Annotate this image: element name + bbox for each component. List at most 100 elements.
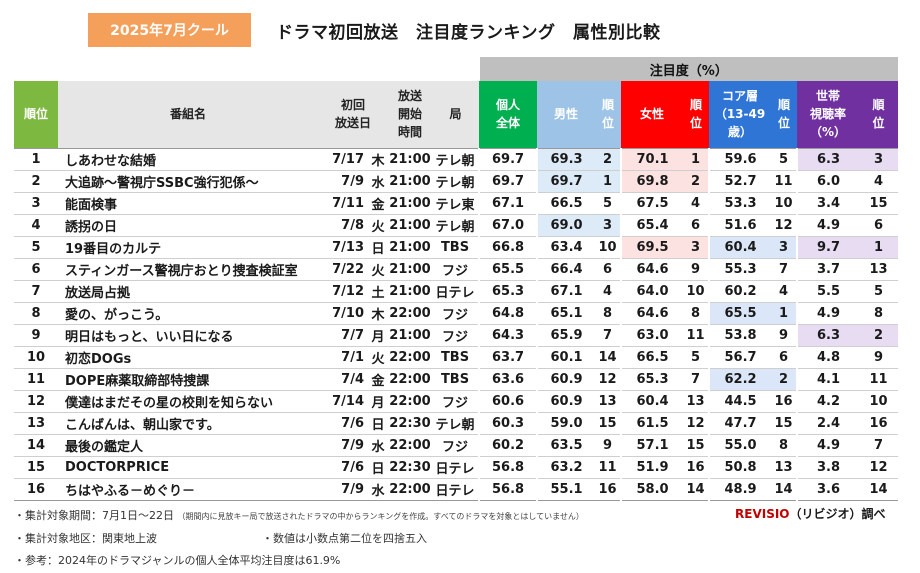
cell-male: 59.0 <box>536 412 596 435</box>
cell-male-rank: 6 <box>595 258 622 281</box>
cell-time: 21:00 <box>388 170 432 193</box>
cell-date: 7/8 <box>318 214 368 237</box>
cell-time: 22:30 <box>388 412 432 435</box>
cell-time: 21:00 <box>388 147 432 171</box>
cell-weekday: 日 <box>368 412 388 435</box>
note-period: ・集計対象期間：7月1日～22日 （期間内に見放キー局で放送されたドラマの中から… <box>14 509 584 522</box>
cell-male: 69.0 <box>536 214 596 237</box>
cell-station: テレ東 <box>432 192 480 215</box>
cell-weekday: 金 <box>368 368 388 391</box>
cell-date: 7/6 <box>318 412 368 435</box>
cell-individual: 64.3 <box>478 324 538 347</box>
cell-female-rank: 10 <box>683 280 710 303</box>
cell-female: 60.4 <box>620 390 684 413</box>
cell-core: 53.8 <box>708 324 772 347</box>
cell-weekday: 月 <box>368 324 388 347</box>
table-row: 13 こんばんは、朝山家です。 7/6 日 22:30 テレ朝 60.3 59.0 15 61.5… <box>14 412 899 435</box>
cell-household-rank: 1 <box>859 236 899 259</box>
cell-core-rank: 3 <box>771 236 798 259</box>
cell-household: 4.1 <box>796 368 860 391</box>
cell-female-rank: 15 <box>683 434 710 457</box>
cell-program: 最後の鑑定人 <box>58 434 318 457</box>
cell-station: 日テレ <box>432 456 480 479</box>
cell-female: 65.4 <box>620 214 684 237</box>
cell-core-rank: 8 <box>771 434 798 457</box>
brand-suffix: 調べ <box>861 507 886 521</box>
cell-household: 4.2 <box>796 390 860 413</box>
cell-household-rank: 14 <box>859 478 899 501</box>
cell-male-rank: 2 <box>595 147 622 171</box>
cell-male-rank: 16 <box>595 478 622 501</box>
cell-female-rank: 13 <box>683 390 710 413</box>
cell-core: 47.7 <box>708 412 772 435</box>
cell-date: 7/22 <box>318 258 368 281</box>
cell-weekday: 火 <box>368 258 388 281</box>
cell-time: 22:00 <box>388 478 432 501</box>
cell-time: 22:00 <box>388 302 432 325</box>
cell-rank: 3 <box>14 192 58 215</box>
cell-female-rank: 1 <box>683 147 710 171</box>
cell-male-rank: 8 <box>595 302 622 325</box>
cell-weekday: 木 <box>368 302 388 325</box>
cell-household: 4.9 <box>796 214 860 237</box>
cell-core-rank: 2 <box>771 368 798 391</box>
ranking-table: 注目度（%） 順位 番組名 初回 放送日 放送 開始 時間 局 個人 全体 男性… <box>14 57 899 501</box>
cell-household-rank: 6 <box>859 214 899 237</box>
cell-time: 21:00 <box>388 214 432 237</box>
cell-household-rank: 10 <box>859 390 899 413</box>
cell-station: フジ <box>432 390 480 413</box>
cell-female: 70.1 <box>620 147 684 171</box>
cell-rank: 16 <box>14 478 58 501</box>
cell-male-rank: 1 <box>595 170 622 193</box>
cell-core: 55.3 <box>708 258 772 281</box>
cell-rank: 15 <box>14 456 58 479</box>
cell-household-rank: 8 <box>859 302 899 325</box>
cell-male: 60.9 <box>536 368 596 391</box>
cell-station: フジ <box>432 324 480 347</box>
cell-program: こんばんは、朝山家です。 <box>58 412 318 435</box>
cell-male: 63.4 <box>536 236 596 259</box>
cell-station: フジ <box>432 434 480 457</box>
table-row: 2 大追跡～警視庁SSBC強行犯係～ 7/9 水 21:00 テレ朝 69.7 69.7 1 69… <box>14 170 899 193</box>
note-rounding: ・数値は小数点第二位を四捨五入 <box>262 532 427 545</box>
cell-male-rank: 12 <box>595 368 622 391</box>
cell-rank: 12 <box>14 390 58 413</box>
cell-female: 67.5 <box>620 192 684 215</box>
cell-core-rank: 12 <box>771 214 798 237</box>
cell-date: 7/6 <box>318 456 368 479</box>
cell-time: 21:00 <box>388 280 432 303</box>
table-row: 11 DOPE麻薬取締部特捜課 7/4 金 22:00 TBS 63.6 60.9 12 65.3… <box>14 368 899 391</box>
table-row: 15 DOCTORPRICE 7/6 日 22:30 日テレ 56.8 63.2 11 51.9 1… <box>14 456 899 479</box>
cell-female: 65.3 <box>620 368 684 391</box>
cell-household-rank: 16 <box>859 412 899 435</box>
cell-male-rank: 9 <box>595 434 622 457</box>
cell-rank: 4 <box>14 214 58 237</box>
cell-male-rank: 14 <box>595 346 622 369</box>
cell-female-rank: 5 <box>683 346 710 369</box>
cell-time: 22:00 <box>388 368 432 391</box>
cell-male-rank: 4 <box>595 280 622 303</box>
cell-individual: 67.0 <box>478 214 538 237</box>
cell-weekday: 日 <box>368 456 388 479</box>
cell-household-rank: 3 <box>859 147 899 171</box>
cell-individual: 66.8 <box>478 236 538 259</box>
cell-time: 22:00 <box>388 346 432 369</box>
cell-weekday: 月 <box>368 390 388 413</box>
cell-program: 大追跡～警視庁SSBC強行犯係～ <box>58 170 318 193</box>
cell-male: 55.1 <box>536 478 596 501</box>
cell-station: テレ朝 <box>432 170 480 193</box>
header-male-rank: 順 位 <box>595 81 622 148</box>
header-household-rank: 順 位 <box>859 81 899 148</box>
cell-male: 63.5 <box>536 434 596 457</box>
cell-weekday: 土 <box>368 280 388 303</box>
cell-core-rank: 14 <box>771 478 798 501</box>
super-header-row: 注目度（%） <box>14 57 899 81</box>
cell-station: 日テレ <box>432 280 480 303</box>
cell-time: 22:30 <box>388 456 432 479</box>
cell-program: しあわせな結婚 <box>58 147 318 171</box>
note-area: ・集計対象地区：関東地上波 <box>14 532 157 545</box>
cell-time: 22:00 <box>388 434 432 457</box>
table-row: 10 初恋DOGs 7/1 火 22:00 TBS 63.7 60.1 14 66.5 5 56.7 6… <box>14 346 899 369</box>
cell-weekday: 水 <box>368 478 388 501</box>
cell-station: フジ <box>432 258 480 281</box>
